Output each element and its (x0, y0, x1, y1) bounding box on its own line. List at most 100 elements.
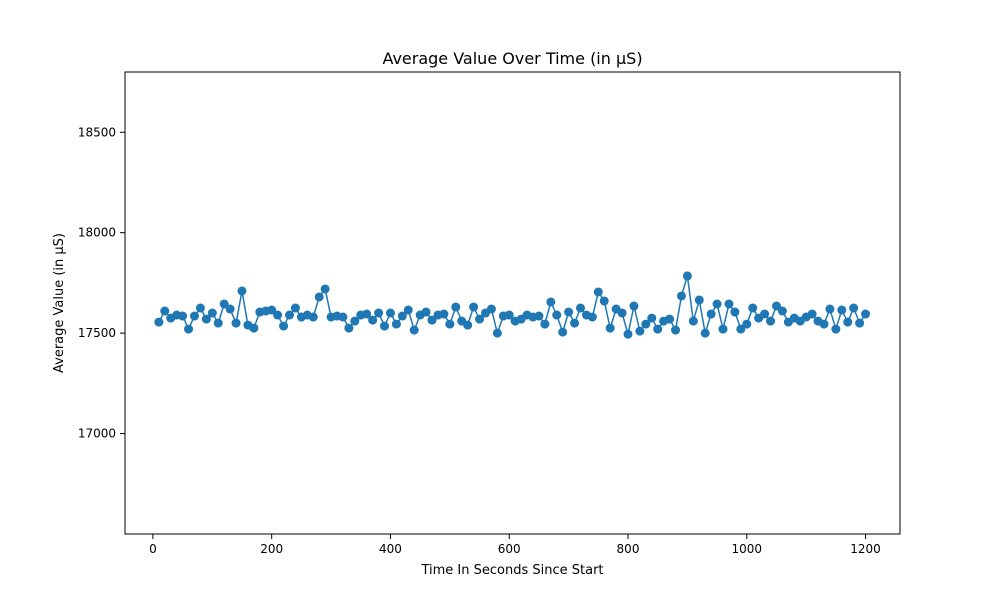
data-point (777, 306, 787, 316)
data-point (635, 326, 645, 336)
data-point (492, 328, 502, 338)
data-point (546, 297, 556, 307)
data-point (469, 302, 479, 312)
data-point (837, 305, 847, 315)
data-point (463, 320, 473, 330)
data-point (219, 299, 229, 309)
data-point (819, 319, 829, 329)
data-point (617, 308, 627, 318)
x-tick-label: 200 (260, 542, 283, 556)
data-point (653, 324, 663, 334)
data-point (338, 312, 348, 322)
data-point (225, 304, 235, 314)
data-point (380, 321, 390, 331)
data-point (766, 316, 776, 326)
data-point (279, 321, 289, 331)
data-point (249, 323, 259, 333)
data-point (475, 314, 485, 324)
x-tick-label: 0 (149, 542, 157, 556)
data-point (308, 312, 318, 322)
chart-title: Average Value Over Time (in µS) (382, 49, 642, 68)
data-point (760, 309, 770, 319)
data-point (807, 309, 817, 319)
data-point (771, 301, 781, 311)
data-point (385, 308, 395, 318)
data-point (700, 328, 710, 338)
data-point (504, 310, 514, 320)
data-point (344, 323, 354, 333)
data-point (736, 324, 746, 334)
y-tick-label: 18000 (78, 226, 116, 240)
data-point (724, 299, 734, 309)
data-point (534, 311, 544, 321)
data-point (314, 292, 324, 302)
data-point (712, 299, 722, 309)
data-point (285, 310, 295, 320)
data-point (160, 306, 170, 316)
x-tick-label: 600 (498, 542, 521, 556)
data-point (397, 311, 407, 321)
data-point (855, 318, 865, 328)
data-point (237, 286, 247, 296)
data-point (570, 318, 580, 328)
data-point (564, 307, 574, 317)
y-tick-label: 17000 (78, 427, 116, 441)
data-point (694, 295, 704, 305)
data-point (154, 317, 164, 327)
data-point (267, 305, 277, 315)
data-point (599, 296, 609, 306)
data-point (552, 310, 562, 320)
data-point (831, 324, 841, 334)
data-point (682, 271, 692, 281)
y-tick-label: 18500 (78, 125, 116, 139)
data-point (273, 310, 283, 320)
data-point (575, 303, 585, 313)
data-point (213, 318, 223, 328)
data-point (629, 301, 639, 311)
data-point (391, 319, 401, 329)
data-point (593, 287, 603, 297)
x-tick-label: 1000 (732, 542, 763, 556)
data-point (184, 324, 194, 334)
data-point (665, 314, 675, 324)
x-axis-label: Time In Seconds Since Start (420, 563, 603, 578)
data-point (178, 311, 188, 321)
data-point (587, 312, 597, 322)
data-point (350, 316, 360, 326)
data-point (207, 308, 217, 318)
data-point (201, 314, 211, 324)
series-line (158, 275, 867, 335)
data-point (623, 329, 633, 339)
data-point (730, 307, 740, 317)
data-point (451, 302, 461, 312)
y-axis-label: Average Value (in µS) (52, 233, 67, 373)
data-point (647, 313, 657, 323)
x-tick-label: 1200 (850, 542, 881, 556)
data-point (558, 327, 568, 337)
data-point (195, 303, 205, 313)
data-point (849, 303, 859, 313)
data-point (742, 319, 752, 329)
data-point (676, 291, 686, 301)
x-tick-label: 400 (379, 542, 402, 556)
data-point (843, 317, 853, 327)
data-point (748, 303, 758, 313)
data-point (861, 309, 871, 319)
data-point (362, 309, 372, 319)
data-point (403, 305, 413, 315)
data-point (368, 315, 378, 325)
data-point (718, 324, 728, 334)
data-point (671, 325, 681, 335)
data-point (189, 311, 199, 321)
data-point (486, 304, 496, 314)
plot-frame (124, 71, 901, 535)
data-point (540, 319, 550, 329)
data-point (374, 308, 384, 318)
data-point (231, 318, 241, 328)
data-point (409, 325, 419, 335)
data-point (688, 316, 698, 326)
x-tick-label: 800 (617, 542, 640, 556)
plot-area: 0 200 400 600 800 1000 1200 17000 17500 18000 1850… (78, 125, 881, 556)
